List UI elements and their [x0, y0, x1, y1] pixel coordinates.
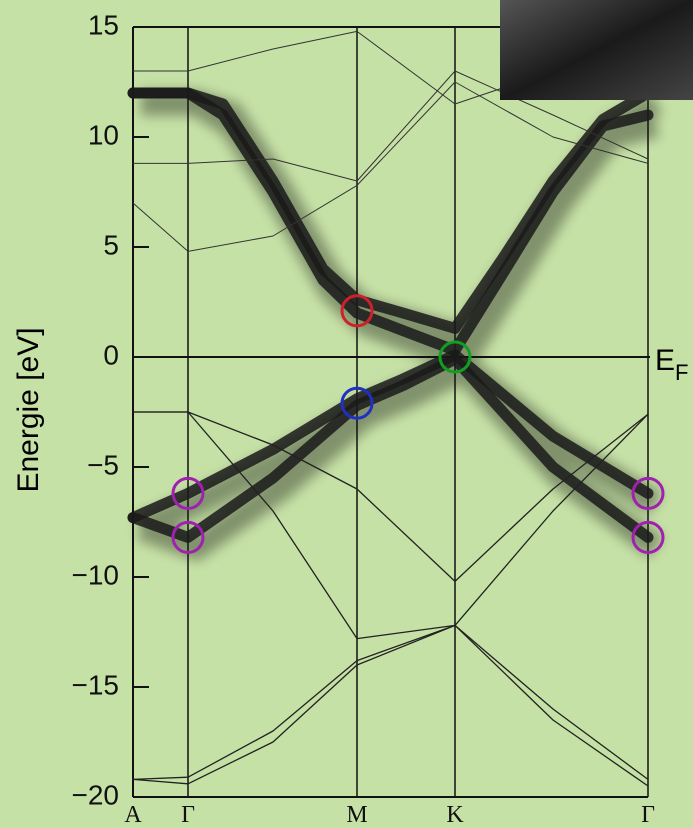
fermi-main: E — [655, 344, 675, 377]
x-tick-label: Γ — [181, 802, 195, 828]
y-tick-label: −20 — [72, 779, 120, 810]
fermi-sub: F — [675, 360, 688, 385]
y-tick-label: 10 — [88, 119, 119, 150]
chart: 15 10 5 0 −5 −10 −15 −20A Γ M K Γ Energie [eV] EF — [0, 0, 693, 828]
graphite-photo — [500, 0, 693, 100]
y-tick-label: −5 — [87, 449, 119, 480]
x-tick-label: K — [446, 802, 464, 828]
y-axis-label: Energie [eV] — [12, 327, 45, 492]
x-tick-label: A — [124, 802, 142, 828]
y-tick-label: 0 — [103, 339, 119, 370]
y-tick-label: −10 — [72, 559, 120, 590]
y-tick-label: −15 — [72, 669, 120, 700]
y-tick-label: 5 — [103, 229, 119, 260]
x-tick-label: M — [346, 802, 367, 828]
x-tick-label: Γ — [641, 802, 655, 828]
y-tick-label: 15 — [88, 9, 119, 40]
